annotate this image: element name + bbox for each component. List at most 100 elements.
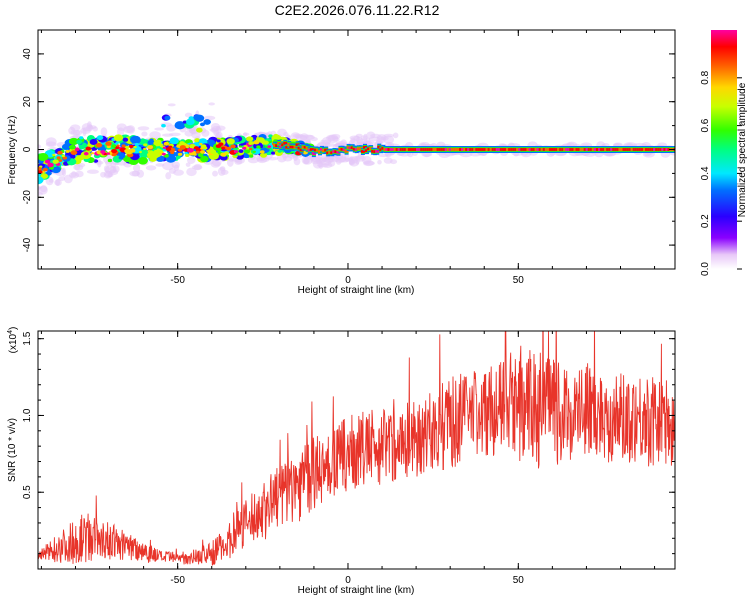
spectral-core — [106, 145, 111, 149]
ridge-core — [277, 141, 282, 145]
spectral-halo — [173, 169, 184, 176]
ridge-core — [281, 143, 286, 147]
spectral-halo — [92, 126, 98, 132]
spectral-halo — [45, 141, 57, 148]
ridge-core — [567, 148, 572, 151]
spectral-core — [230, 144, 236, 149]
ridge-core — [645, 148, 650, 151]
spectral-halo — [383, 157, 393, 164]
ridge-core — [444, 148, 449, 151]
ridge-core — [528, 148, 533, 151]
ridge-core — [600, 148, 605, 151]
ridge-core — [334, 150, 339, 154]
ridge-core — [612, 148, 617, 151]
ridge-core — [561, 148, 566, 151]
spectral-core — [74, 147, 80, 151]
spectral-halo — [301, 156, 313, 165]
spectral-core — [111, 144, 117, 148]
spectral-blob — [68, 137, 79, 146]
spectral-blob — [182, 120, 187, 124]
ridge-core — [465, 148, 470, 151]
spectral-halo — [167, 103, 176, 107]
ridge-core — [638, 148, 643, 151]
spectral-core — [262, 140, 269, 145]
spectral-core — [52, 159, 59, 164]
ridge-core — [287, 143, 292, 146]
ridge-core — [424, 148, 429, 151]
spectral-core — [233, 150, 238, 154]
spectral-core — [185, 153, 190, 157]
spectral-blob — [134, 142, 140, 147]
ridge-core — [530, 148, 535, 151]
spectral-core — [252, 150, 256, 153]
ridge-core — [506, 148, 511, 151]
spectral-halo — [351, 156, 359, 164]
ridge-core — [448, 148, 453, 151]
ridge-core — [604, 148, 609, 151]
ridge-core — [309, 148, 314, 151]
spectral-halo — [363, 160, 374, 167]
ridge-core — [440, 148, 445, 151]
spectral-blob — [259, 152, 268, 158]
spectral-blob — [150, 152, 156, 157]
ridge-core — [663, 148, 668, 151]
ridge-core — [628, 148, 633, 151]
colorbar-tick-label: 0.0 — [700, 262, 711, 276]
ridge-core — [563, 148, 568, 151]
spectral-halo — [75, 170, 84, 178]
spectral-core — [153, 149, 159, 154]
x-tick-label: 50 — [513, 275, 525, 286]
spectral-blob — [38, 153, 49, 162]
spectral-core — [133, 145, 137, 149]
spectral-halo — [335, 140, 347, 147]
ridge-core — [591, 148, 596, 151]
ridge-core — [303, 145, 308, 149]
spectral-blob — [248, 154, 254, 158]
ridge-core — [491, 148, 496, 151]
snr-axes: -50 0 50 0.5 1.0 1.5 — [22, 331, 675, 586]
ridge-core — [620, 148, 625, 151]
ridge-core — [358, 147, 363, 151]
ridge-core — [512, 148, 517, 151]
spectral-halo — [141, 131, 148, 137]
spectral-core — [147, 145, 154, 150]
ridge-core — [356, 147, 361, 151]
ridge-core — [344, 149, 349, 153]
ridge-core — [407, 148, 412, 151]
spectral-halo — [86, 169, 99, 174]
spectral-halo — [145, 165, 157, 171]
ridge-core — [593, 148, 598, 151]
spectral-blob — [76, 139, 83, 145]
spectral-core — [221, 146, 226, 150]
spectral-core — [103, 152, 108, 156]
spectral-blob — [196, 127, 203, 133]
ridge-core — [471, 148, 476, 151]
spectral-halo — [165, 172, 172, 180]
ridge-core — [283, 141, 288, 145]
ridge-core — [485, 148, 490, 151]
spectral-halo — [40, 185, 48, 193]
spectral-core — [273, 139, 278, 143]
spectral-core — [143, 143, 148, 147]
ridge-core — [526, 148, 531, 151]
ridge-core — [524, 148, 529, 151]
spectral-halo — [365, 140, 375, 145]
spectral-blob — [118, 155, 124, 160]
spectral-core — [56, 156, 61, 160]
ridge-core — [544, 148, 549, 151]
spectral-core — [44, 159, 51, 164]
spectral-halo — [54, 179, 62, 186]
spectral-blob — [174, 121, 186, 130]
spectrogram-x-label: Height of straight line (km) — [298, 285, 415, 296]
ridge-core — [649, 148, 654, 151]
spectral-core — [210, 149, 217, 155]
ridge-core — [651, 148, 656, 151]
spectral-halo — [306, 137, 311, 145]
spectral-blob — [113, 134, 124, 142]
spectral-blob — [203, 119, 211, 125]
spectral-halo — [168, 132, 181, 137]
ridge-core — [420, 148, 425, 151]
spectral-halo — [132, 164, 141, 172]
spectral-blob — [238, 149, 244, 154]
ridge-core — [332, 150, 337, 153]
